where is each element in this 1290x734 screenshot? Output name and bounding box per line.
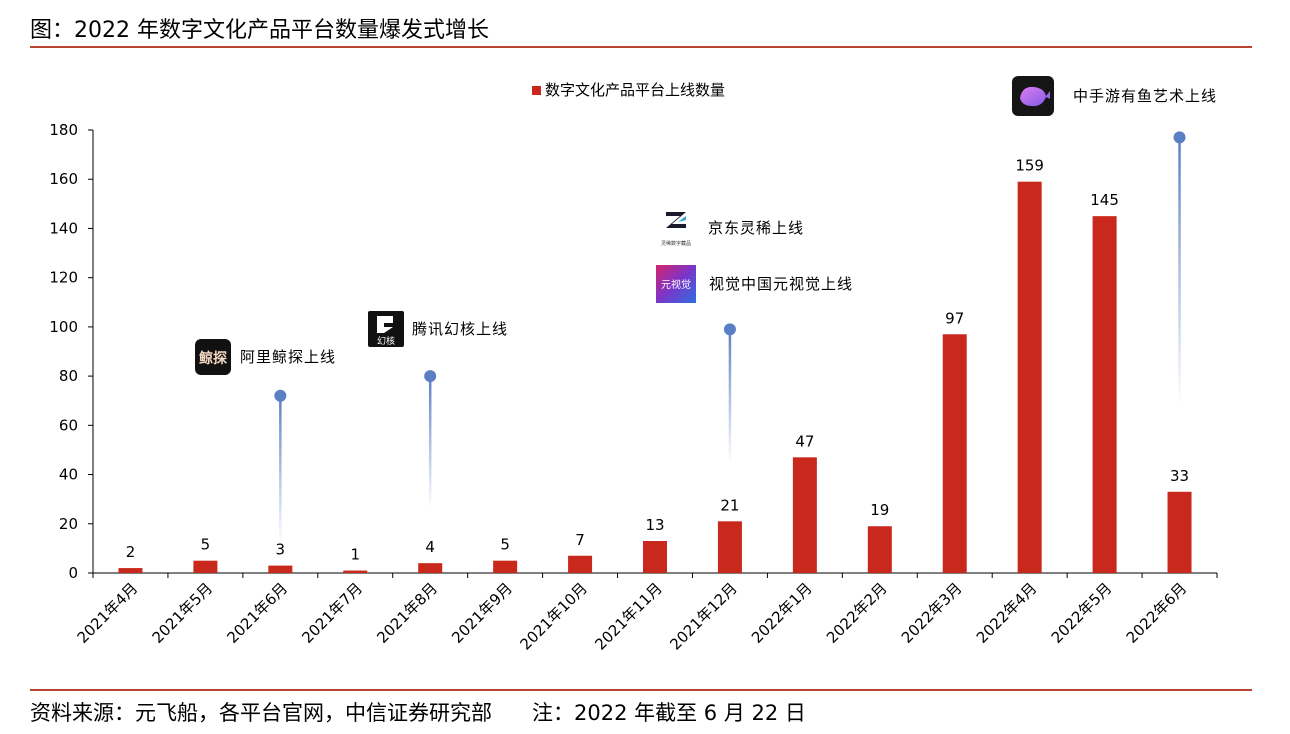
annotation-pin-head: [723, 323, 736, 336]
bar: [792, 457, 817, 573]
x-tick-label: 2021年5月: [149, 579, 217, 647]
data-label: 47: [795, 432, 814, 450]
title-divider: [30, 46, 1252, 48]
data-label: 21: [720, 496, 739, 514]
x-tick-label: 2022年5月: [1048, 579, 1116, 647]
annotation: 幻核 腾讯幻核上线: [368, 311, 508, 510]
data-label: 5: [201, 536, 211, 554]
data-label: 19: [870, 501, 889, 519]
x-tick-label: 2022年1月: [748, 579, 816, 647]
annotation-pin-line: [728, 329, 732, 465]
logo-mark: [666, 212, 686, 228]
y-tick-label: 120: [49, 269, 78, 287]
logo-bg: [656, 265, 696, 303]
annotation-pin-head: [274, 389, 287, 402]
y-tick-label: 100: [49, 318, 78, 336]
youyu-whale-logo-icon: [1012, 76, 1054, 116]
data-label: 159: [1015, 157, 1044, 175]
y-tick-label: 180: [49, 121, 78, 139]
huanhe-logo-icon: 幻核: [368, 311, 404, 347]
x-tick-label: 2021年8月: [373, 579, 441, 647]
data-label: 2: [126, 543, 136, 561]
yuanshijue-logo-icon: 元视觉: [656, 265, 696, 303]
data-label: 5: [500, 536, 510, 554]
logo-mark: [377, 316, 393, 333]
annotation-label: 视觉中国元视觉上线: [709, 275, 853, 293]
bar: [1167, 491, 1192, 573]
annotation-pin-head: [1173, 131, 1186, 144]
footer-divider: [30, 689, 1252, 691]
annotation-label: 腾讯幻核上线: [412, 320, 508, 338]
y-tick-label: 20: [59, 515, 78, 533]
bar: [1092, 216, 1117, 573]
annotation: 鲸探 阿里鲸探上线: [195, 339, 336, 544]
bar: [717, 521, 742, 573]
bar: [867, 526, 892, 573]
x-tick-label: 2022年6月: [1123, 579, 1191, 647]
data-label: 145: [1090, 191, 1119, 209]
chart-title: 图：2022 年数字文化产品平台数量爆发式增长: [30, 18, 489, 43]
annotation-pin-line: [279, 395, 282, 544]
x-tick-label: 2022年4月: [973, 579, 1041, 647]
data-label: 3: [276, 541, 286, 559]
annotation-label: 京东灵稀上线: [708, 219, 804, 237]
annotation-label: 阿里鲸探上线: [240, 348, 336, 366]
logo-text: 灵稀数字藏品: [661, 240, 691, 247]
jingtan-logo-icon: 鲸探: [195, 339, 231, 375]
footer: 资料来源：元飞船，各平台官网，中信证券研究部 注：2022 年截至 6 月 22 …: [30, 698, 806, 728]
annotation-pin-line: [428, 376, 432, 510]
logo-accent: [678, 216, 686, 222]
y-tick-label: 140: [49, 219, 78, 237]
logo-text: 幻核: [377, 335, 395, 347]
data-label: 33: [1170, 467, 1189, 485]
bar: [643, 541, 667, 573]
logo-bg: [195, 339, 231, 375]
bar: [942, 334, 967, 573]
y-tick-label: 80: [59, 367, 78, 385]
annotation: 中手游有鱼艺术上线: [1012, 76, 1217, 406]
x-tick-label: 2021年11月: [591, 579, 665, 653]
bar: [268, 565, 293, 573]
y-tick-label: 40: [59, 466, 78, 484]
bar: [1017, 181, 1042, 573]
y-tick-label: 60: [59, 416, 78, 434]
bar: [118, 568, 143, 573]
bar: [418, 563, 443, 573]
x-tick-label: 2021年4月: [74, 579, 142, 647]
bar: [493, 560, 518, 573]
annotation-pin-head: [424, 370, 437, 383]
x-tick-label: 2022年3月: [898, 579, 966, 647]
source-text: 资料来源：元飞船，各平台官网，中信证券研究部: [30, 701, 492, 725]
x-tick-label: 2021年6月: [223, 579, 291, 647]
lingxi-logo-icon: 灵稀数字藏品: [661, 212, 691, 247]
data-label: 13: [645, 516, 664, 534]
annotation-pin-line: [1178, 137, 1181, 406]
data-label: 4: [425, 538, 435, 556]
bar: [193, 560, 218, 573]
annotation-label: 中手游有鱼艺术上线: [1073, 87, 1217, 105]
data-label: 7: [575, 531, 585, 549]
y-tick-label: 160: [49, 170, 78, 188]
bar: [343, 570, 368, 573]
y-tick-label: 0: [68, 564, 78, 582]
data-label: 97: [945, 309, 964, 327]
logo-mark: [1020, 86, 1050, 107]
logo-text: 元视觉: [661, 278, 691, 291]
x-tick-label: 2021年9月: [448, 579, 516, 647]
x-tick-label: 2021年12月: [666, 579, 740, 653]
x-tick-label: 2022年2月: [823, 579, 891, 647]
x-tick-label: 2021年10月: [516, 579, 590, 653]
note-text: 注：2022 年截至 6 月 22 日: [532, 701, 806, 725]
legend-label: 数字文化产品平台上线数量: [545, 81, 725, 99]
bar: [568, 555, 593, 573]
data-label: 1: [350, 546, 360, 564]
x-tick-label: 2021年7月: [298, 579, 366, 647]
logo-text: 鲸探: [199, 350, 227, 367]
legend-swatch: [532, 86, 541, 95]
